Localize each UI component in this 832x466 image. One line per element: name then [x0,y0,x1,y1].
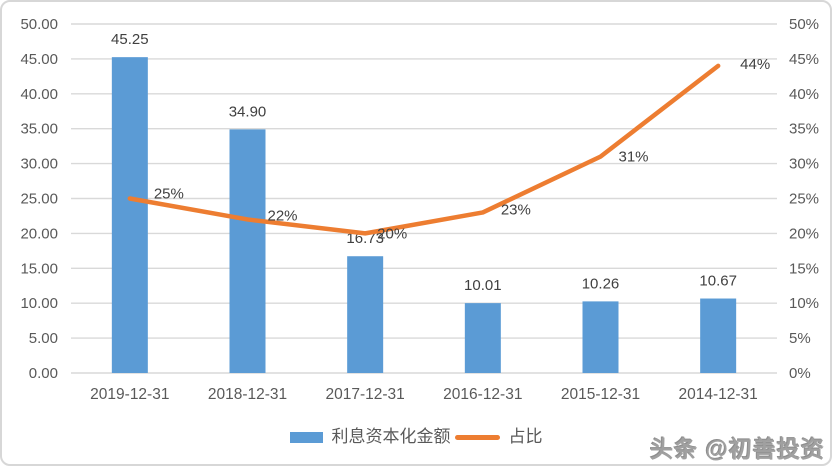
left-axis-tick: 10.00 [20,295,58,312]
chart-svg: 0.00 5.00 10.00 15.00 20.00 25.00 30.00 35.00 40… [20,16,819,403]
left-axis-tick: 0.00 [29,365,58,382]
left-axis-tick: 50.00 [20,16,58,33]
bar-value-label: 10.01 [464,277,502,294]
x-axis-label: 2018-12-31 [208,386,287,403]
x-axis-label: 2015-12-31 [561,386,640,403]
right-axis-tick: 20% [789,225,819,242]
bar-value-label: 34.90 [229,103,267,120]
left-axis-tick: 40.00 [20,86,58,103]
right-axis-tick: 25% [789,191,819,208]
line-value-label: 22% [268,207,298,224]
legend-bar-swatch [289,431,323,443]
right-axis-tick: 5% [789,330,811,347]
bar [229,129,266,373]
legend-line-label: 占比 [508,427,543,446]
right-axis-tick: 40% [789,86,819,103]
bar [347,256,384,373]
line-value-label: 23% [501,201,531,218]
bar [464,303,501,373]
line-value-label: 25% [154,186,184,203]
right-axis-tick: 45% [789,51,819,68]
x-axis-label: 2016-12-31 [443,386,522,403]
left-axis-tick: 15.00 [20,260,58,277]
bar [700,298,737,373]
x-axis-label: 2017-12-31 [326,386,405,403]
ratio-line [127,63,721,236]
left-axis-tick: 30.00 [20,156,58,173]
chart-legend: 利息资本化金额 占比 [2,427,830,447]
right-axis-tick: 15% [789,260,819,277]
x-axis-label: 2014-12-31 [679,386,758,403]
left-axis-tick: 5.00 [29,330,58,347]
left-axis-tick: 25.00 [20,191,58,208]
left-axis-tick: 45.00 [20,51,58,68]
bar-value-label: 10.67 [699,273,737,290]
x-axis-label: 2019-12-31 [90,386,169,403]
line-value-label: 20% [377,225,407,242]
right-axis-tick: 0% [789,365,811,382]
right-axis-tick: 50% [789,16,819,33]
bar-value-label: 45.25 [111,31,149,48]
legend-line-swatch [454,434,500,440]
watermark: 头条 @初善投资 [650,436,825,462]
right-axis-tick: 30% [789,156,819,173]
left-axis-tick: 20.00 [20,225,58,242]
bar [111,57,148,373]
line-value-label: 44% [740,56,770,73]
legend-bar-label: 利息资本化金额 [331,427,451,446]
left-axis-tick: 35.00 [20,121,58,138]
bar-value-label: 10.26 [582,275,620,292]
bar [582,301,619,373]
right-axis-tick: 35% [789,121,819,138]
right-axis-tick: 10% [789,295,819,312]
line-value-label: 31% [619,149,649,166]
